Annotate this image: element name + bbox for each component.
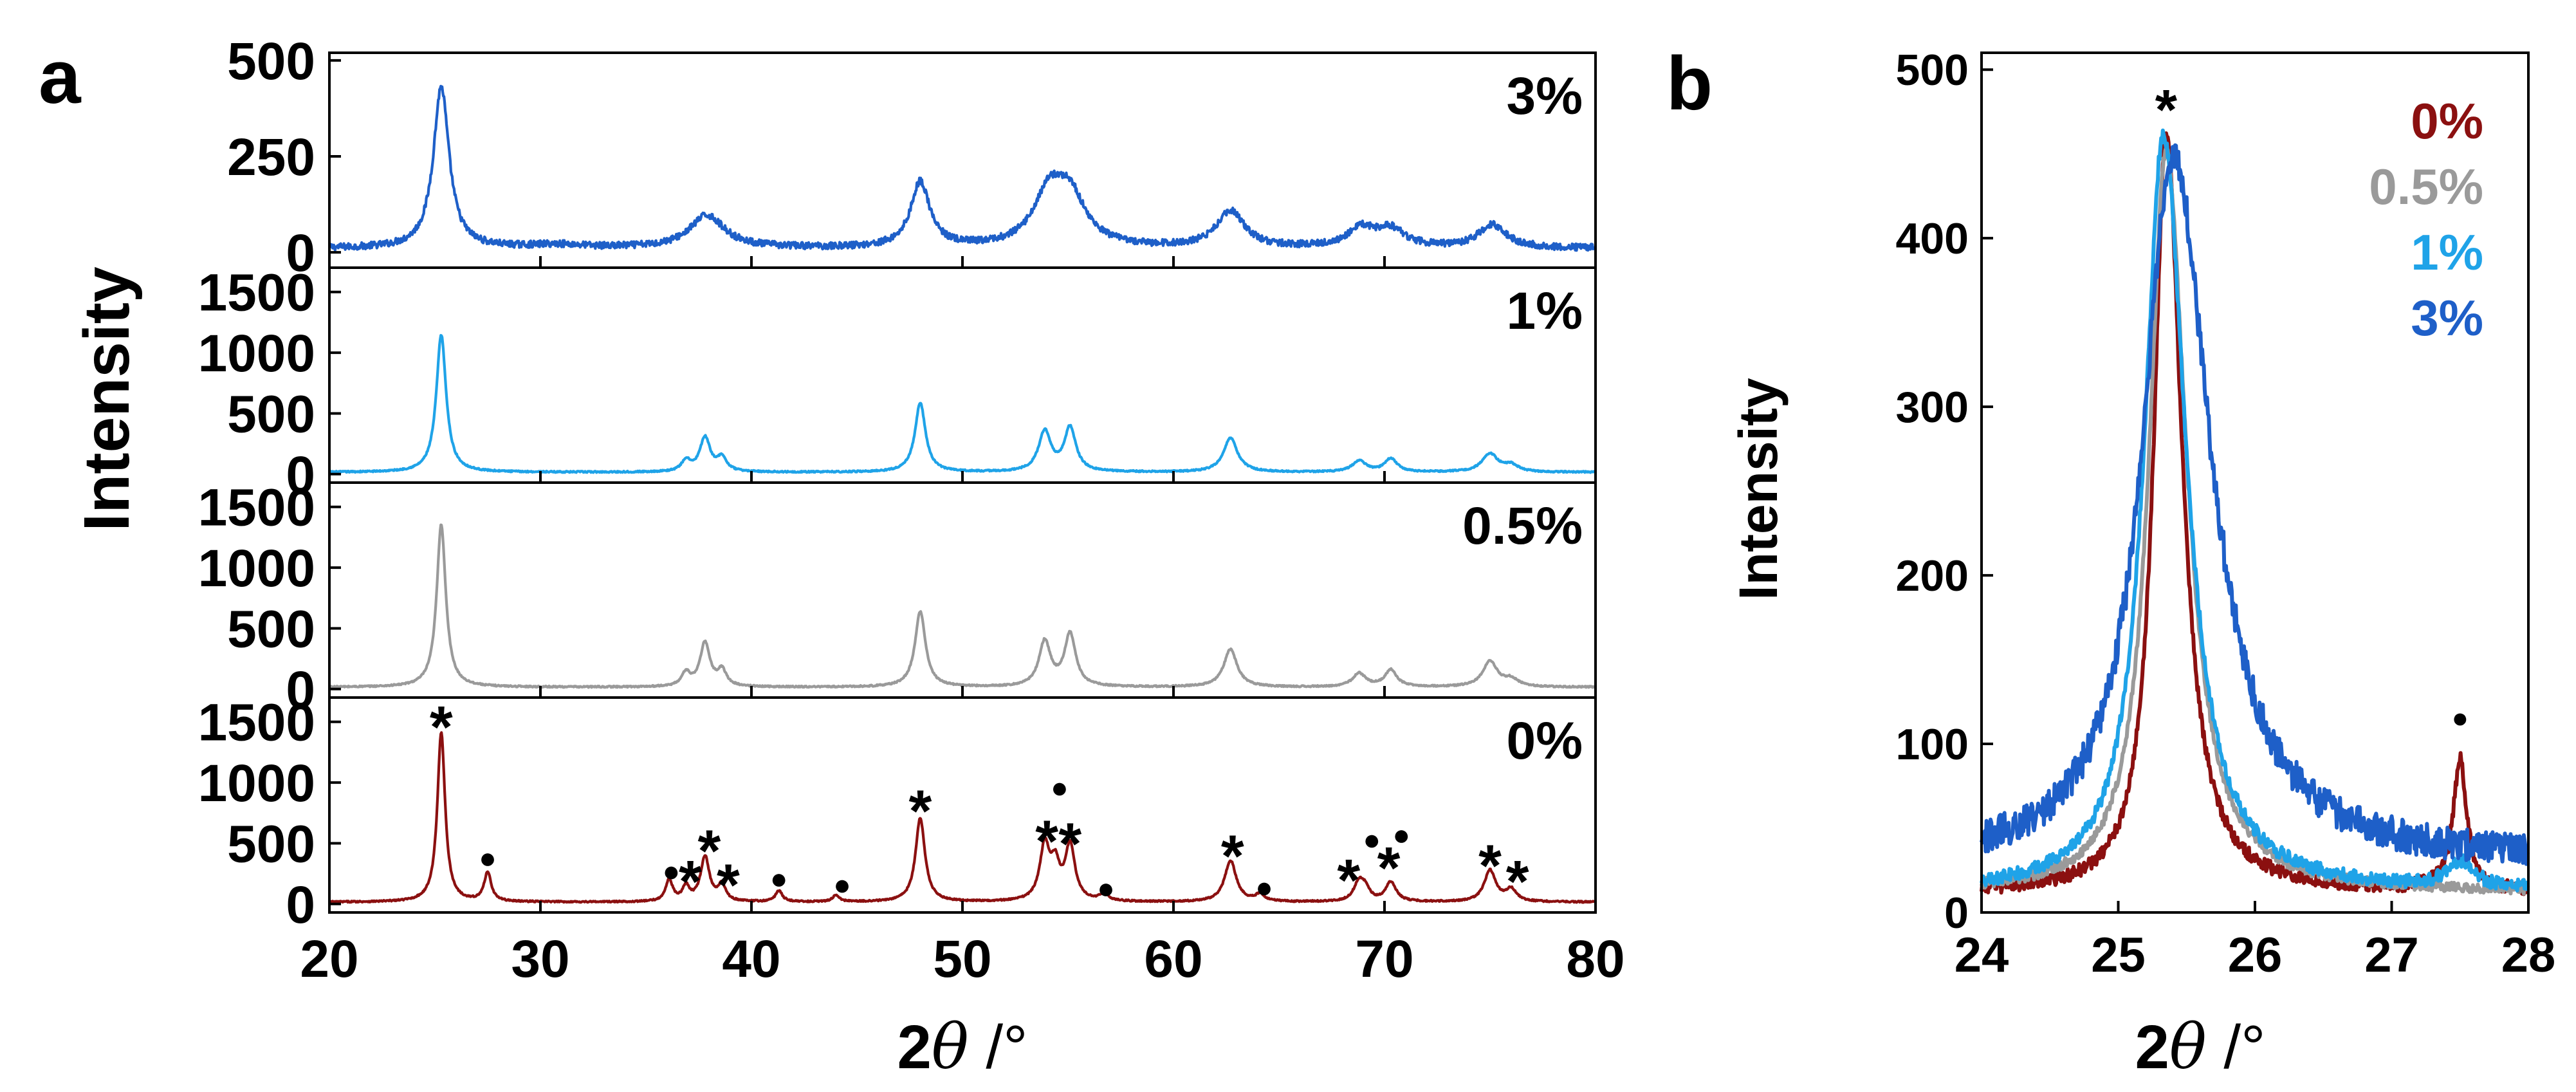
series-line-0p5pct bbox=[328, 523, 1597, 689]
series-line-3pct bbox=[1980, 143, 2530, 866]
panel-b-plot: 0 100 200 300 400 500 24 25 26 27 28 * ● 0% 0.5% 1% 3% bbox=[1896, 46, 2556, 983]
x-tick-label: 30 bbox=[511, 930, 569, 988]
peak-marker-anatase: * bbox=[697, 819, 721, 884]
peak-marker-anatase: * bbox=[1478, 833, 1502, 899]
peak-marker-anatase: * bbox=[1221, 824, 1244, 889]
subplot-frame bbox=[328, 481, 1597, 699]
series-line-0pct bbox=[1980, 131, 2530, 896]
series-line-0p5pct bbox=[1980, 145, 2530, 896]
y-tick-label: 500 bbox=[227, 815, 315, 873]
peak-marker-rutile: ● bbox=[1051, 771, 1069, 804]
peak-marker-rutile: ● bbox=[1255, 870, 1273, 903]
x-tick-label: 27 bbox=[2364, 928, 2419, 983]
y-tick-label: 0 bbox=[286, 224, 315, 282]
peak-marker-rutile: ● bbox=[1392, 818, 1410, 851]
peak-marker-anatase: * bbox=[430, 695, 453, 761]
peak-marker-anatase: * bbox=[1058, 811, 1081, 877]
peak-marker-anatase: * bbox=[1377, 836, 1401, 902]
series-label-0pct: 0% bbox=[1506, 712, 1583, 770]
peak-marker-rutile: ● bbox=[833, 867, 851, 901]
y-tick-label: 1000 bbox=[198, 539, 315, 598]
panel-b-y-axis-label: Intensity bbox=[1728, 378, 1789, 600]
x-tick-label: 70 bbox=[1355, 930, 1413, 988]
peak-marker-rutile: ● bbox=[770, 862, 788, 895]
y-tick-label: 250 bbox=[227, 128, 315, 187]
x-tick-label: 28 bbox=[2501, 928, 2556, 983]
y-tick-label: 500 bbox=[227, 385, 315, 443]
peak-marker-rutile: ● bbox=[1363, 823, 1381, 856]
panel-a-label: a bbox=[39, 35, 82, 120]
panel-b-x-axis-label-prefix: 2 bbox=[2135, 1013, 2169, 1082]
subplot-frame bbox=[328, 51, 1597, 269]
peak-marker-anatase: * bbox=[1337, 848, 1360, 914]
x-tick-label: 80 bbox=[1566, 930, 1624, 988]
y-tick-label: 1000 bbox=[198, 754, 315, 813]
peak-marker-anatase: * bbox=[1506, 849, 1529, 914]
peak-marker-rutile: ● bbox=[662, 855, 680, 888]
legend-entry-3pct: 3% bbox=[2411, 290, 2483, 346]
y-tick-label: 400 bbox=[1896, 214, 1969, 263]
peak-marker-anatase: * bbox=[717, 853, 740, 918]
peak-marker-rutile: ● bbox=[2451, 703, 2469, 734]
y-tick-label: 0 bbox=[286, 661, 315, 719]
x-tick-label: 24 bbox=[1955, 928, 2009, 983]
x-tick-label: 50 bbox=[933, 930, 991, 988]
peak-marker-anatase: * bbox=[1035, 809, 1058, 875]
series-line-1pct bbox=[1980, 128, 2530, 893]
legend-entry-1pct: 1% bbox=[2411, 224, 2483, 281]
y-tick-label: 100 bbox=[1896, 720, 1969, 769]
subplot-3pct: 0 250 500 3% bbox=[227, 32, 1597, 282]
panel-b-x-axis-label-unit: /° bbox=[2207, 1013, 2266, 1082]
legend-entry-0p5pct: 0.5% bbox=[2369, 158, 2483, 215]
panel-a-x-axis-label-prefix: 2 bbox=[897, 1013, 932, 1082]
x-tick-label: 25 bbox=[2091, 928, 2146, 983]
y-tick-label: 300 bbox=[1896, 383, 1969, 432]
y-tick-label: 0 bbox=[286, 446, 315, 504]
series-line-1pct bbox=[328, 334, 1597, 474]
series-label-3pct: 3% bbox=[1506, 67, 1583, 125]
y-tick-label: 1500 bbox=[198, 264, 315, 322]
x-tick-label: 20 bbox=[300, 930, 358, 988]
series-line-3pct bbox=[327, 84, 1597, 252]
peak-marker-anatase: * bbox=[2155, 78, 2178, 142]
panel-a-x-axis-label-theta: θ bbox=[932, 1011, 969, 1083]
series-label-0p5pct: 0.5% bbox=[1462, 497, 1583, 555]
y-tick-label: 500 bbox=[227, 32, 315, 91]
y-tick-label: 1500 bbox=[198, 694, 315, 752]
x-tick-label: 26 bbox=[2228, 928, 2283, 983]
legend: 0% 0.5% 1% 3% bbox=[2369, 93, 2483, 346]
y-tick-label: 1500 bbox=[198, 479, 315, 537]
panel-b-x-axis-label-theta: θ bbox=[2169, 1011, 2207, 1083]
y-tick-label: 500 bbox=[227, 600, 315, 658]
panel-a-y-axis-label: Intensity bbox=[71, 266, 143, 532]
panel-a-x-axis-label: 2θ /° bbox=[897, 1011, 1028, 1083]
y-tick-label: 500 bbox=[1896, 46, 1969, 95]
peak-marker-anatase: * bbox=[679, 849, 702, 914]
peak-marker-rutile: ● bbox=[479, 841, 497, 875]
y-tick-label: 0 bbox=[1944, 889, 1969, 938]
subplot-frame bbox=[328, 266, 1597, 484]
panel-b: b 0 100 200 300 400 500 24 25 26 27 28 * ● 0% 0.5% 1% 3%… bbox=[1666, 41, 2555, 1083]
subplot-frame bbox=[328, 696, 1597, 914]
x-tick-label: 60 bbox=[1144, 930, 1202, 988]
y-tick-label: 0 bbox=[286, 876, 315, 934]
x-tick-label: 40 bbox=[722, 930, 780, 988]
peak-marker-anatase: * bbox=[908, 779, 932, 844]
y-tick-label: 1000 bbox=[198, 324, 315, 383]
panel-a-x-axis-label-unit: /° bbox=[969, 1013, 1028, 1082]
peak-marker-rutile: ● bbox=[1097, 871, 1115, 905]
legend-entry-0pct: 0% bbox=[2411, 93, 2483, 149]
y-tick-label: 200 bbox=[1896, 551, 1969, 600]
panel-b-label: b bbox=[1666, 41, 1713, 126]
panel-b-x-axis-label: 2θ /° bbox=[2135, 1011, 2266, 1083]
series-label-1pct: 1% bbox=[1506, 282, 1583, 340]
